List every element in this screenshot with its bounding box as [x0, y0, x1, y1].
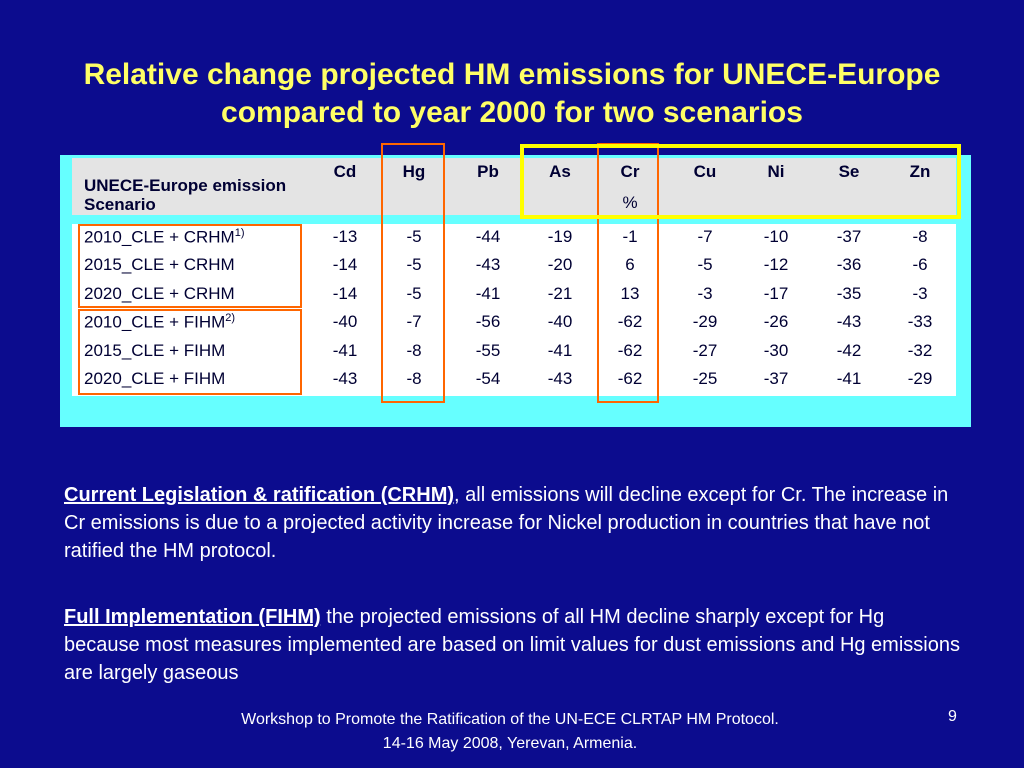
value: 13 — [620, 283, 640, 303]
value: -40 — [547, 312, 573, 332]
value: -40 — [332, 312, 358, 332]
value: -37 — [763, 369, 789, 388]
corner-label: UNECE-Europe emission Scenario — [84, 176, 287, 214]
value: -43 — [332, 369, 358, 388]
value: -55 — [475, 340, 501, 360]
highlight-fihm — [78, 309, 302, 395]
value: -8 — [912, 227, 928, 246]
value: -44 — [475, 227, 501, 246]
footnote-mark: 2) — [225, 312, 236, 325]
column-header: Cd — [333, 162, 357, 181]
value: -5 — [406, 283, 422, 303]
highlight-hg — [381, 143, 445, 403]
value: -27 — [692, 340, 718, 360]
value: -3 — [912, 283, 928, 303]
value: -25 — [692, 369, 718, 388]
value: -62 — [617, 369, 643, 388]
value: -5 — [406, 227, 422, 246]
row-name: 2015_CLE + FIHM — [84, 340, 226, 360]
highlight-crhm — [78, 224, 302, 308]
column-header: Ni — [767, 162, 785, 181]
value: -41 — [475, 283, 501, 303]
column-header: Pb — [477, 162, 499, 181]
column-header: As — [549, 162, 571, 181]
footer-line: 14-16 May 2008, Yerevan, Armenia. — [382, 735, 638, 752]
text: , all emissions will decline except for … — [64, 484, 949, 562]
value: -43 — [836, 312, 862, 332]
value: -43 — [475, 255, 501, 275]
value: -54 — [475, 369, 501, 388]
value: -7 — [406, 312, 422, 332]
value: -17 — [763, 283, 789, 303]
value: -30 — [763, 340, 789, 360]
footnote-mark: 1) — [234, 227, 245, 239]
value: -7 — [697, 227, 713, 246]
value: -1 — [622, 227, 638, 246]
column-header: Cu — [693, 162, 717, 181]
value: -41 — [332, 340, 358, 360]
value: -35 — [836, 283, 862, 303]
column-header: Hg — [402, 162, 426, 181]
paragraph: Full Implementation (FIHM) the projected… — [64, 603, 964, 687]
value: -19 — [547, 227, 573, 246]
footer: Workshop to Promote the Ratification of … — [100, 708, 920, 756]
value: -36 — [836, 255, 862, 275]
footer-line: Workshop to Promote the Ratification of … — [241, 711, 779, 728]
table-header — [72, 158, 956, 215]
value: -37 — [836, 227, 862, 246]
row-name: 2015_CLE + CRHM — [84, 255, 235, 275]
value: -6 — [912, 255, 928, 275]
value: -10 — [763, 227, 789, 246]
value: -8 — [406, 369, 422, 388]
row-name: 2010_CLE + FIHM2) — [84, 312, 236, 332]
value: -41 — [836, 369, 862, 388]
row-name: 2020_CLE + CRHM — [84, 283, 235, 303]
value: -26 — [763, 312, 789, 332]
column-header: Cr — [620, 162, 640, 181]
value: -14 — [332, 255, 358, 275]
value: -43 — [547, 369, 573, 388]
value: -3 — [697, 283, 713, 303]
row-name: 2010_CLE + CRHM1) — [84, 227, 245, 247]
value: -56 — [475, 312, 501, 332]
value: -14 — [332, 283, 358, 303]
column-header: Zn — [909, 162, 931, 181]
value: -5 — [697, 255, 713, 275]
value: -41 — [547, 340, 573, 360]
value: -13 — [332, 227, 358, 246]
page-number: 9 — [948, 708, 957, 725]
value: -62 — [617, 312, 643, 332]
highlight-header — [520, 144, 961, 219]
term: Full Implementation (FIHM) — [64, 606, 321, 628]
paragraph: Current Legislation & ratification (CRHM… — [64, 481, 964, 565]
value: 6 — [625, 255, 635, 275]
value: -62 — [617, 340, 643, 360]
row-name: 2020_CLE + FIHM — [84, 369, 226, 388]
value: -33 — [907, 312, 933, 332]
value: -42 — [836, 340, 862, 360]
value: -29 — [907, 369, 933, 388]
value: -5 — [406, 255, 422, 275]
unit: % — [622, 193, 638, 212]
value: -21 — [547, 283, 573, 303]
term: Current Legislation & ratification (CRHM… — [64, 484, 455, 506]
value: -32 — [907, 340, 933, 360]
value: -8 — [406, 340, 422, 360]
value: -29 — [692, 312, 718, 332]
column-header: Se — [838, 162, 860, 181]
value: -12 — [763, 255, 789, 275]
title: Relative change projected HM emissions f… — [83, 58, 941, 129]
text: the projected emissions of all HM declin… — [64, 606, 960, 684]
value: -20 — [547, 255, 573, 275]
